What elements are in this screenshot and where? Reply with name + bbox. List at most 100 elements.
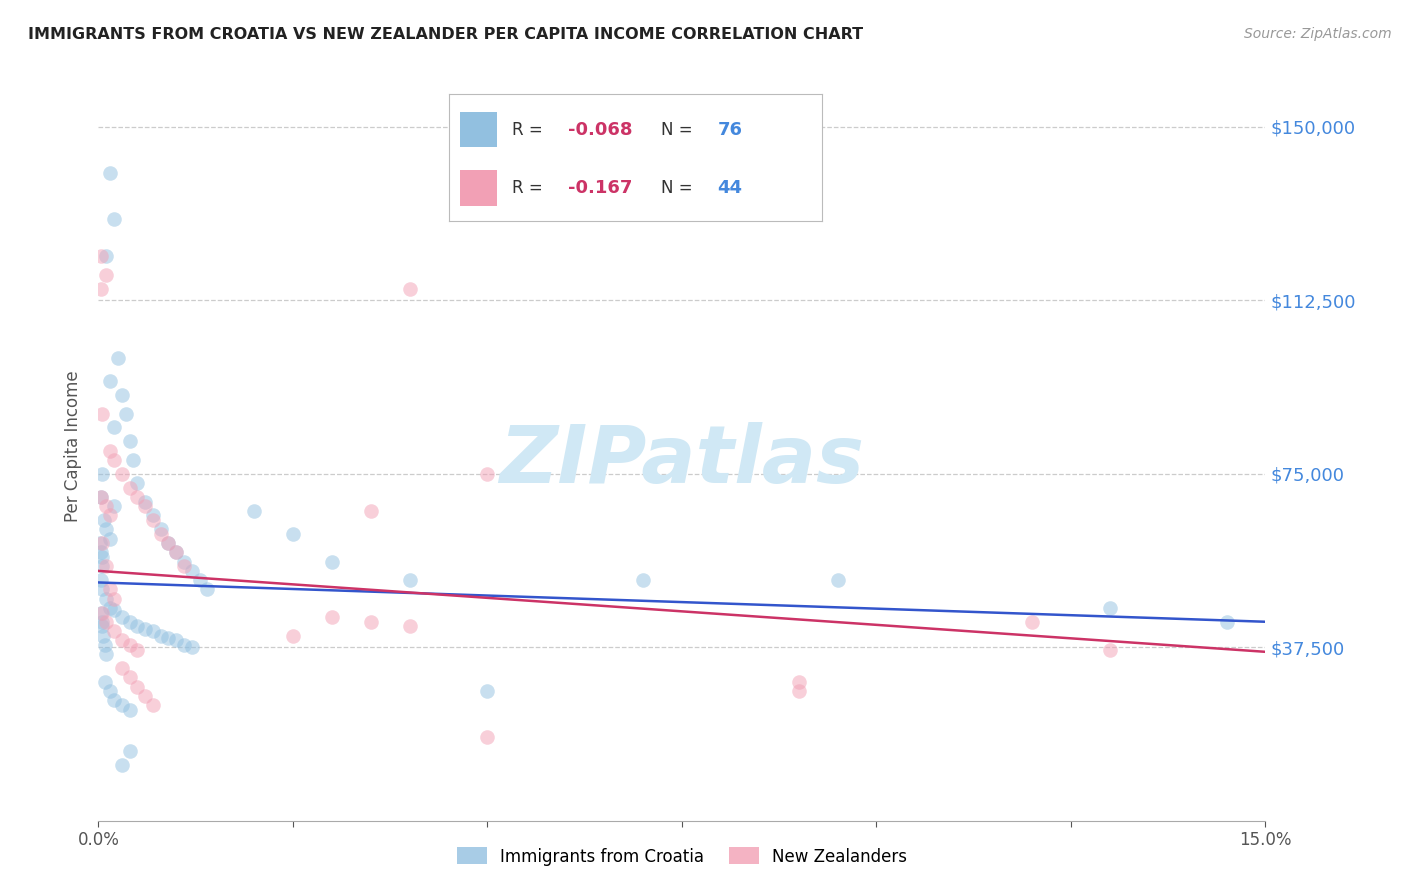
Point <box>149 629 172 643</box>
Point <box>98 443 121 458</box>
Point <box>98 166 121 180</box>
Point <box>111 467 134 481</box>
Legend: Immigrants from Croatia, New Zealanders: Immigrants from Croatia, New Zealanders <box>450 841 914 872</box>
Point <box>122 453 145 467</box>
Point <box>103 693 125 707</box>
Y-axis label: Per Capita Income: Per Capita Income <box>65 370 83 522</box>
Point <box>127 680 149 694</box>
Point <box>127 490 149 504</box>
Point <box>243 504 266 518</box>
Point <box>157 536 180 550</box>
Point <box>98 684 121 698</box>
Point <box>827 573 849 587</box>
Point <box>90 282 112 296</box>
Point <box>111 388 134 402</box>
Point <box>111 633 134 648</box>
Point <box>134 622 156 636</box>
Point <box>1098 600 1121 615</box>
Point <box>188 573 211 587</box>
Point <box>90 545 112 559</box>
Point <box>142 698 165 712</box>
Point <box>98 582 121 597</box>
Point <box>90 606 112 620</box>
Point <box>173 638 195 652</box>
Point <box>321 555 343 569</box>
Point <box>90 490 112 504</box>
Point <box>477 684 499 698</box>
Point <box>134 494 156 508</box>
Point <box>142 508 165 523</box>
Point <box>180 564 202 578</box>
Point <box>173 559 195 574</box>
Point <box>98 532 121 546</box>
Point <box>89 536 111 550</box>
Point <box>134 499 156 513</box>
Point <box>90 615 112 629</box>
Point <box>118 744 141 758</box>
Point <box>90 573 112 587</box>
Point <box>91 619 114 633</box>
Point <box>165 545 187 559</box>
Point <box>157 536 180 550</box>
Point <box>281 527 304 541</box>
Point <box>91 536 114 550</box>
Point <box>90 467 112 481</box>
Point <box>107 351 129 365</box>
Point <box>134 689 156 703</box>
Text: ZIPatlas: ZIPatlas <box>499 422 865 500</box>
Point <box>91 582 114 597</box>
Point <box>118 481 141 495</box>
Point <box>127 619 149 633</box>
Point <box>149 522 172 536</box>
Point <box>477 467 499 481</box>
Point <box>93 638 115 652</box>
Point <box>98 508 121 523</box>
Point <box>477 731 499 745</box>
Point <box>127 642 149 657</box>
Point <box>96 499 118 513</box>
Point <box>165 633 187 648</box>
Point <box>111 610 134 624</box>
Point <box>91 606 114 620</box>
Point <box>1098 642 1121 657</box>
Point <box>96 249 118 263</box>
Point <box>111 698 134 712</box>
Point <box>127 475 149 490</box>
Point <box>91 407 114 421</box>
Point <box>118 615 141 629</box>
Point <box>103 453 125 467</box>
Point <box>90 490 112 504</box>
Point <box>142 513 165 527</box>
Point <box>1021 615 1043 629</box>
Point <box>321 610 343 624</box>
Point <box>631 573 654 587</box>
Point <box>165 545 187 559</box>
Point <box>93 674 115 689</box>
Point <box>118 670 141 684</box>
Point <box>103 420 125 434</box>
Point <box>180 640 202 655</box>
Point <box>103 591 125 606</box>
Point <box>103 499 125 513</box>
Point <box>96 268 118 282</box>
Point <box>91 559 114 574</box>
Point <box>118 703 141 717</box>
Point <box>111 758 134 772</box>
Point <box>360 615 382 629</box>
Point <box>398 282 420 296</box>
Point <box>398 619 420 633</box>
Point <box>96 522 118 536</box>
Point <box>96 591 118 606</box>
Point <box>118 638 141 652</box>
Point <box>90 249 112 263</box>
Point <box>103 603 125 617</box>
Point <box>173 555 195 569</box>
Point <box>398 573 420 587</box>
Point <box>96 559 118 574</box>
Text: IMMIGRANTS FROM CROATIA VS NEW ZEALANDER PER CAPITA INCOME CORRELATION CHART: IMMIGRANTS FROM CROATIA VS NEW ZEALANDER… <box>28 27 863 42</box>
Point <box>360 504 382 518</box>
Point <box>787 684 810 698</box>
Point <box>114 407 136 421</box>
Point <box>281 629 304 643</box>
Point <box>118 434 141 449</box>
